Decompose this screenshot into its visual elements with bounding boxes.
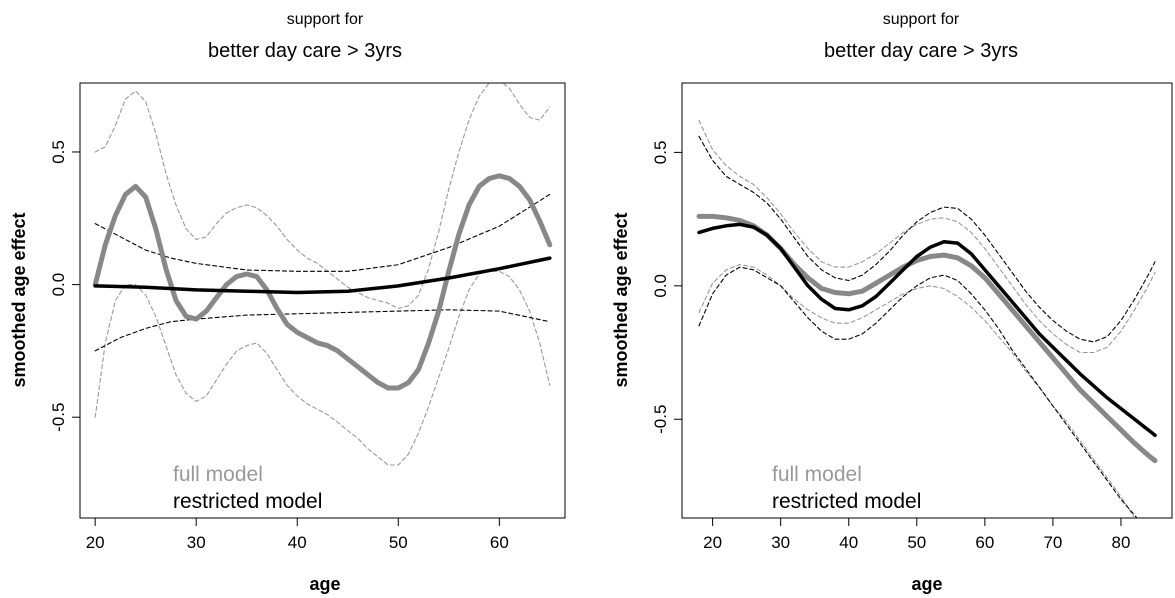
series-line-restricted	[697, 222, 1157, 438]
series-line-restricted-lower-band	[94, 309, 551, 352]
x-tick-label: 60	[490, 533, 509, 552]
y-tick-label: -0.5	[49, 403, 68, 432]
series-line-restricted-lower-band	[698, 266, 1138, 518]
chart-title: better day care > 3yrs	[824, 40, 1018, 62]
x-tick-label: 70	[1043, 533, 1062, 552]
chart-panel-2: support for better day care > 3yrs 20 30 4…	[611, 11, 1173, 594]
x-tick-label: 40	[839, 533, 858, 552]
y-axis-label: smoothed age effect	[9, 212, 29, 387]
x-tick-label: 50	[389, 533, 408, 552]
plot-axes: 20 30 40 50 60 70 80 -0.5 0.0 0.5	[651, 141, 1130, 552]
series-line-restricted-upper-band	[698, 135, 1156, 343]
x-tick-label: 30	[187, 533, 206, 552]
x-tick-label: 20	[86, 533, 105, 552]
y-tick-label: 0.5	[651, 141, 670, 165]
x-tick-label: 60	[975, 533, 994, 552]
chart-supertitle: support for	[287, 11, 364, 28]
x-axis-label: age	[309, 574, 340, 594]
series-line-full	[696, 213, 1158, 464]
x-tick-label: 30	[771, 533, 790, 552]
series-line-full-lower-band	[698, 263, 1136, 518]
x-tick-label: 50	[907, 533, 926, 552]
plot-frame	[681, 82, 1173, 519]
series-line-full-upper-band	[698, 119, 1156, 354]
plot-frame	[79, 82, 566, 519]
chart-title: better day care > 3yrs	[208, 40, 402, 62]
legend-restricted-model: restricted model	[772, 490, 921, 513]
legend-restricted-model: restricted model	[173, 490, 322, 513]
x-axis-label: age	[911, 574, 942, 594]
x-tick-label: 20	[703, 533, 722, 552]
y-tick-label: 0.0	[49, 273, 68, 297]
x-tick-label: 80	[1111, 533, 1130, 552]
series-line-restricted	[93, 256, 552, 295]
plot-axes: 20 30 40 50 60 -0.5 0.0 0.5	[49, 140, 509, 552]
y-axis-label: smoothed age effect	[611, 212, 631, 387]
series-line-full-upper-band	[94, 83, 551, 310]
y-tick-label: 0.0	[651, 274, 670, 298]
series-line-full-lower-band	[94, 270, 551, 466]
y-tick-label: -0.5	[651, 405, 670, 434]
chart-panel-1: support for better day care > 3yrs 20 30 4…	[9, 11, 566, 594]
plot-curves	[92, 83, 553, 466]
series-line-full	[92, 173, 553, 391]
plot-curves	[696, 119, 1158, 518]
y-tick-label: 0.5	[49, 140, 68, 164]
series-line-restricted-upper-band	[94, 193, 551, 272]
legend-full-model: full model	[173, 463, 263, 486]
chart-supertitle: support for	[883, 11, 960, 28]
legend-full-model: full model	[772, 463, 862, 486]
x-tick-label: 40	[288, 533, 307, 552]
